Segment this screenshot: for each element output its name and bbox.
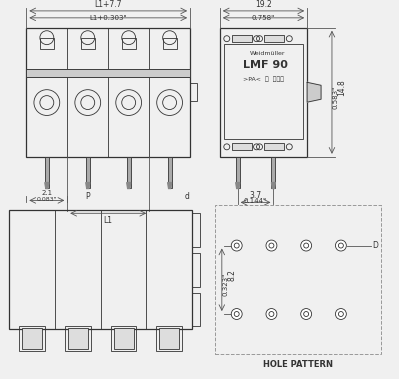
Text: 0.083": 0.083" [37,197,57,202]
Bar [265,35,284,42]
Text: L1+0.303": L1+0.303" [89,15,127,21]
Polygon shape [168,183,172,188]
Text: 2.1: 2.1 [41,191,52,196]
Circle shape [336,240,346,251]
Bar [26,69,190,77]
Bar [232,35,252,42]
Bar [40,38,54,49]
Bar [127,157,130,188]
Bar [65,326,91,351]
Text: HOLE PATTERN: HOLE PATTERN [263,360,333,369]
Bar [45,157,49,188]
Circle shape [231,240,242,251]
Bar [236,157,240,188]
Bar [232,143,252,150]
Bar [114,328,134,349]
Text: 8.2: 8.2 [227,269,236,281]
Bar [111,326,136,351]
Bar [168,157,172,188]
Bar [156,326,182,351]
Bar [10,210,192,329]
Bar [20,326,45,351]
Text: Weidmüller: Weidmüller [250,51,285,56]
Bar [224,44,303,139]
Bar [26,28,190,157]
Polygon shape [45,183,49,188]
Bar [86,157,90,188]
Bar [265,143,284,150]
Circle shape [301,309,312,319]
Bar [192,253,200,287]
Polygon shape [307,82,321,102]
Bar [22,328,42,349]
Circle shape [301,240,312,251]
Text: 0.323": 0.323" [223,273,229,296]
Bar [122,38,136,49]
Text: D: D [373,241,379,250]
Bar [192,213,200,247]
Bar [215,205,381,354]
Polygon shape [236,183,240,188]
Polygon shape [86,183,90,188]
Text: L1+7.7: L1+7.7 [95,0,122,9]
Bar [220,28,307,157]
Text: >PA<  Ⓐ  ⓒⓁⓁ: >PA< Ⓐ ⓒⓁⓁ [243,77,284,82]
Bar [163,38,176,49]
Bar [192,293,200,326]
Text: 0.144": 0.144" [244,198,267,204]
Circle shape [266,240,277,251]
Bar [68,328,88,349]
Bar [190,83,197,101]
Text: 0.758": 0.758" [252,15,275,21]
Circle shape [336,309,346,319]
Polygon shape [127,183,130,188]
Text: 0.583": 0.583" [333,86,339,109]
Bar [81,38,95,49]
Polygon shape [271,183,275,188]
Bar [271,157,275,188]
Text: L1: L1 [104,216,113,225]
Text: 19.2: 19.2 [255,0,272,9]
Text: P: P [85,192,90,201]
Text: LMF 90: LMF 90 [243,61,288,70]
Text: 3.7: 3.7 [249,191,262,200]
Text: 14.8: 14.8 [338,79,346,96]
Circle shape [266,309,277,319]
Text: d: d [185,192,190,201]
Circle shape [231,309,242,319]
Bar [159,328,179,349]
